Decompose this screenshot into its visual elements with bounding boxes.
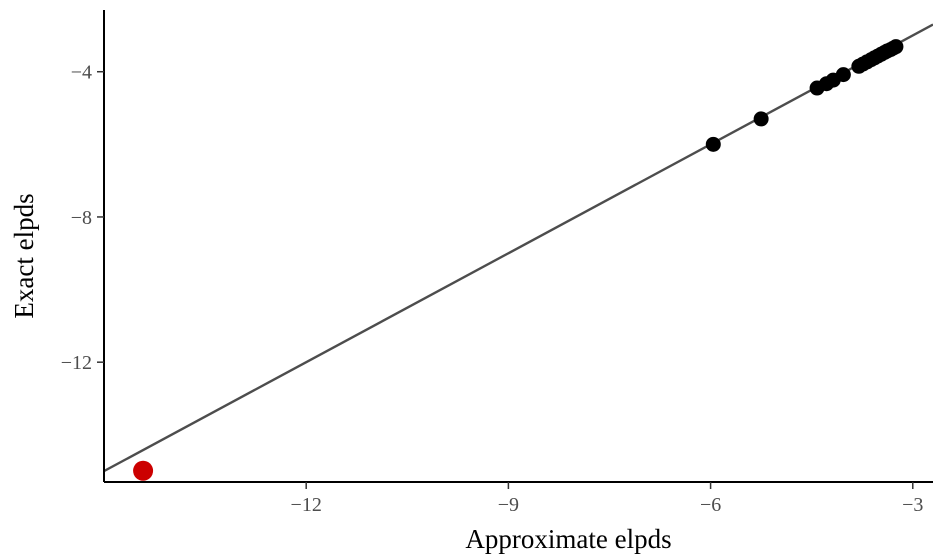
x-axis-ticks: −12 −9 −6 −3 [291, 482, 923, 516]
x-tick-label: −12 [291, 494, 322, 516]
data-point [835, 67, 851, 83]
x-axis-title: Approximate elpds [465, 524, 671, 554]
x-tick-label: −3 [902, 494, 923, 516]
data-point [705, 136, 721, 152]
y-tick-label: −4 [71, 62, 92, 84]
y-tick-label: −8 [71, 207, 92, 229]
highlighted-point [133, 460, 154, 481]
x-tick-label: −9 [498, 494, 519, 516]
data-point [753, 111, 769, 127]
y-axis-ticks: −4 −8 −12 [61, 62, 104, 374]
data-point [888, 39, 904, 55]
identity-reference-line [104, 23, 933, 473]
y-axis-title: Exact elpds [9, 193, 39, 318]
points-layer [133, 39, 904, 481]
x-tick-label: −6 [700, 494, 721, 516]
y-tick-label: −12 [61, 352, 92, 374]
